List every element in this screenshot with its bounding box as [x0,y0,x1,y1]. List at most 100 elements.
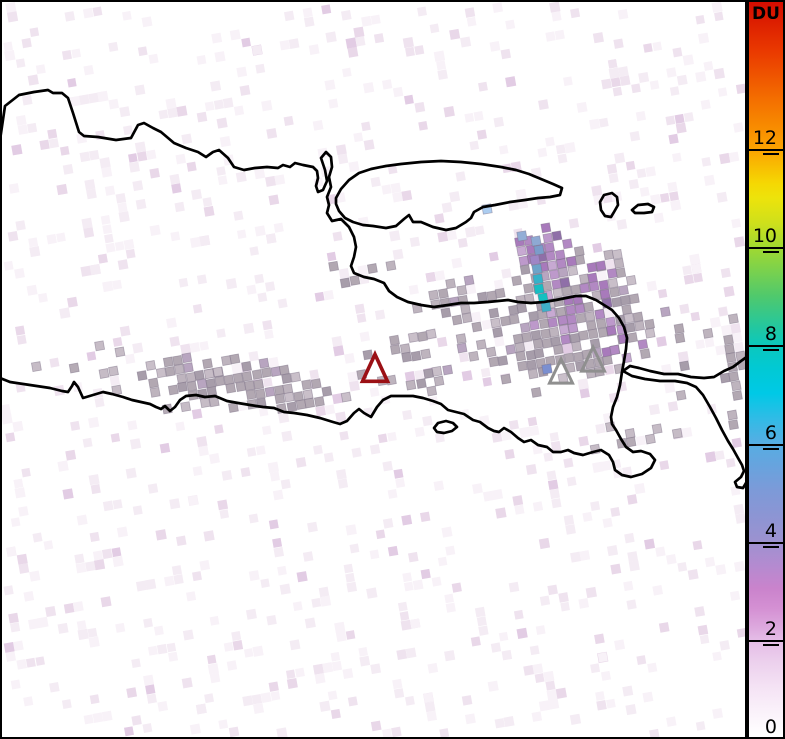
data-pixel [393,468,404,479]
data-pixel [571,340,582,352]
data-pixel [637,338,649,350]
data-pixel [333,345,345,357]
data-pixel [437,288,449,299]
data-pixel [575,312,587,324]
data-pixel [326,251,337,262]
colorbar-tick-label: 10 [752,225,777,248]
data-pixel [445,278,457,290]
data-pixel [387,431,397,442]
data-pixel [563,457,574,468]
data-pixel [602,517,613,528]
data-pixel [178,277,189,288]
data-pixel [646,280,658,292]
data-pixel [456,284,468,296]
data-pixel [736,628,747,638]
data-pixel [348,161,360,173]
data-pixel [733,560,745,572]
data-pixel [382,518,394,529]
data-pixel [730,380,742,392]
data-pixel [517,360,528,372]
data-pixel [345,630,356,640]
data-pixel [167,107,178,119]
data-pixel [639,348,651,360]
data-pixel [203,368,215,380]
data-pixel [335,631,347,643]
data-pixel [719,152,731,165]
data-pixel [505,76,517,88]
data-pixel [90,484,101,495]
data-pixel [516,245,528,257]
data-pixel [557,314,569,326]
data-pixel [217,175,228,186]
data-pixel [83,714,94,725]
data-pixel [25,657,36,668]
data-pixel [606,267,618,279]
data-pixel [180,401,192,413]
data-pixel [652,41,663,52]
data-pixel [79,151,91,163]
data-pixel [516,302,528,314]
data-pixel [213,99,224,110]
data-pixel [49,681,60,693]
data-pixel [273,222,284,233]
data-pixel [433,375,445,387]
data-pixel [86,351,97,361]
data-pixel [99,157,111,169]
data-pixel [236,229,247,239]
data-pixel [369,444,381,455]
data-pixel [132,505,143,516]
data-pixel [622,685,634,697]
data-pixel [650,193,661,205]
data-pixel [523,340,534,351]
data-pixel [335,411,347,423]
data-pixel [314,291,325,302]
data-pixel [319,595,332,607]
data-pixel [402,572,413,583]
data-pixel [414,426,425,438]
data-pixel [618,284,630,296]
data-pixel [595,423,606,434]
data-pixel [119,106,131,118]
data-pixel [312,119,324,131]
data-pixel [431,576,442,587]
data-pixel [165,97,177,110]
data-pixel [478,625,489,636]
data-pixel [296,571,308,583]
data-pixel [373,33,385,44]
data-pixel [171,565,183,576]
data-pixel [168,651,179,662]
data-pixel [67,78,77,88]
data-pixel [490,317,502,329]
data-pixel [123,239,135,250]
data-pixel [258,357,270,369]
data-pixel [546,260,558,272]
data-pixel [353,26,365,38]
data-pixel [56,232,66,243]
data-pixel [682,54,694,66]
data-pixel [436,336,448,348]
data-pixel [645,166,657,177]
data-pixel [532,663,544,675]
data-pixel [80,265,92,277]
data-pixel [268,356,280,368]
data-pixel [391,726,402,738]
data-pixel [576,101,588,113]
data-pixel [325,31,337,43]
data-pixel [181,352,193,364]
data-pixel [715,564,727,576]
data-pixel [233,210,244,221]
data-pixel [627,551,639,562]
data-pixel [606,163,618,175]
data-pixel [289,639,301,651]
data-pixel [82,7,94,19]
data-pixel [726,409,738,421]
data-pixel [530,235,542,247]
data-pixel [578,435,589,447]
data-pixel [265,281,276,292]
data-pixel [417,6,427,17]
data-pixel [334,621,346,633]
data-pixel [549,488,560,500]
data-pixel [311,597,322,608]
data-pixel [321,385,333,397]
data-pixel [692,540,703,551]
